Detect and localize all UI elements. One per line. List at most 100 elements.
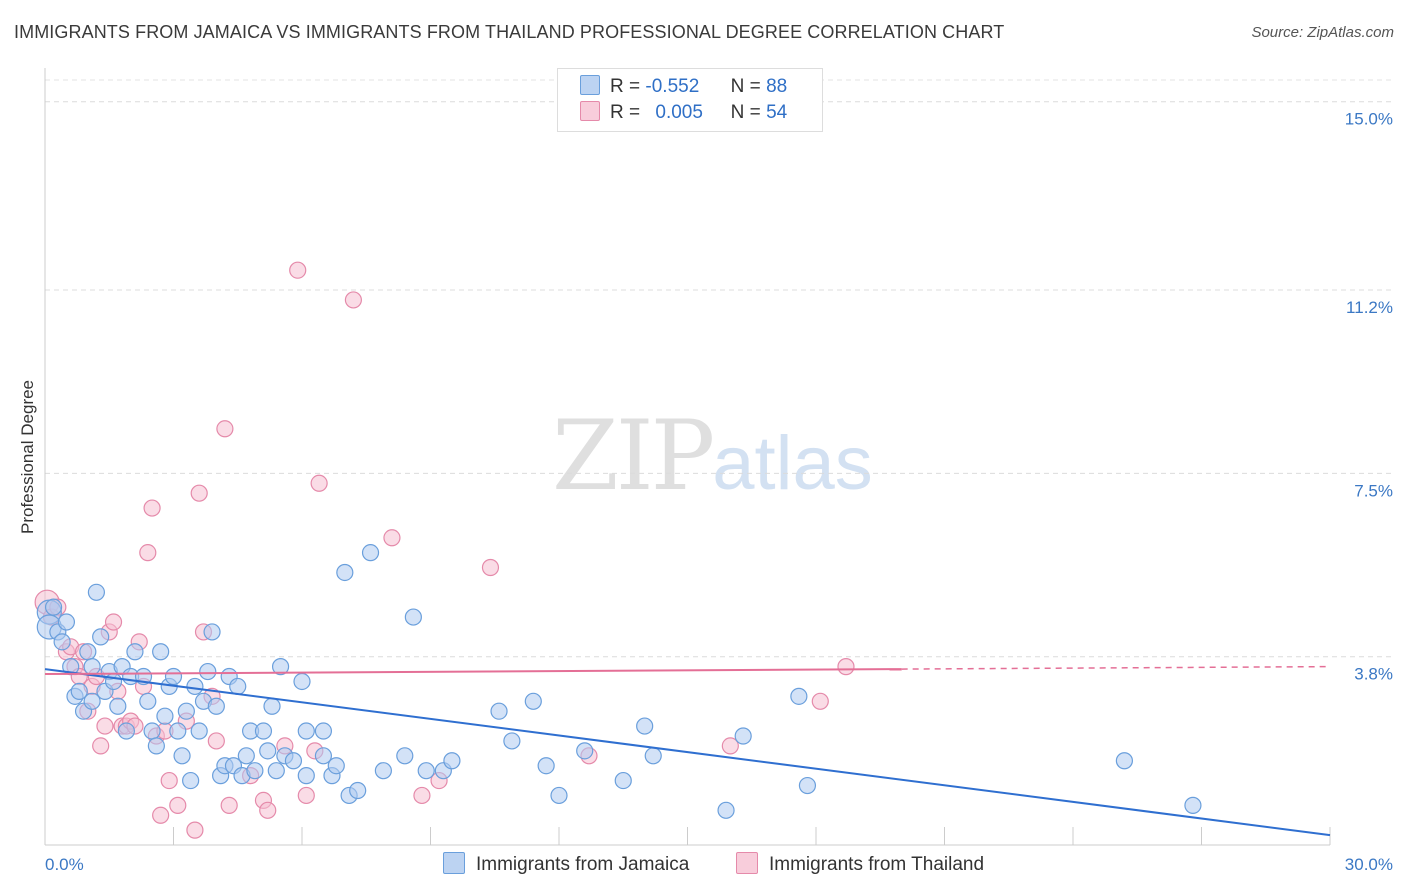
thailand-r-label: R = [610,102,641,123]
y-tick-label: 15.0% [1345,110,1393,129]
watermark-atlas: atlas [712,421,873,506]
source-attribution: Source: ZipAtlas.com [1251,24,1394,41]
jamaica-point [293,672,311,691]
jamaica-point [537,757,555,775]
thailand-point [481,558,500,577]
jamaica-point [336,563,354,582]
jamaica-point [314,747,333,765]
watermark: ZIPatlas [552,400,873,512]
thailand-n-value: 54 [766,102,788,123]
legend-jamaica-label: Immigrants from Jamaica [476,854,690,875]
axes [44,68,1331,846]
jamaica-trend-line [44,668,1331,837]
tick-labels: 3.8% 7.5% 11.2% 15.0% 0.0% 30.0% [45,110,1393,874]
legend-thailand-swatch [736,852,758,874]
jamaica-point [644,747,662,765]
jamaica-point [259,742,277,760]
thailand-r-value: 0.005 [655,102,703,123]
jamaica-n-value: 88 [766,76,788,97]
jamaica-point [503,732,521,750]
thailand-trend-line-extension [901,665,1331,670]
jamaica-point [614,771,632,790]
jamaica-point [550,786,568,805]
jamaica-point [443,752,461,770]
jamaica-point [246,762,264,780]
stats-row-jamaica: R = -0.552 N = 88 [580,75,787,101]
jamaica-point [1184,796,1202,814]
y-tick-label: 11.2% [1346,298,1393,317]
thailand-point [289,261,307,279]
jamaica-r-label: R = [610,76,641,97]
jamaica-point [229,677,247,696]
jamaica-point [139,692,157,710]
jamaica-r-value: -0.552 [645,76,700,97]
thailand-point [160,771,178,790]
jamaica-point [327,757,345,775]
chart-title: IMMIGRANTS FROM JAMAICA VS IMMIGRANTS FR… [14,22,1005,42]
jamaica-point [190,722,208,740]
jamaica-point [117,722,135,740]
jamaica-point [182,771,200,790]
thailand-point [220,796,238,814]
jamaica-point [490,702,508,720]
jamaica-point [92,628,110,646]
legend-jamaica-swatch [443,852,465,874]
jamaica-point [524,692,542,710]
thailand-point [310,474,328,492]
jamaica-point [147,737,165,755]
jamaica-point [79,643,97,661]
thailand-point [216,420,234,438]
jamaica-point [417,762,435,780]
jamaica-point [267,762,285,780]
jamaica-point [70,682,88,700]
thailand-trend-line [44,668,902,676]
jamaica-point [576,742,594,760]
jamaica-point [1115,752,1134,770]
thailand-n-label: N = [730,102,761,123]
jamaica-point [169,722,187,740]
jamaica-point [314,722,333,740]
thailand-point [169,796,187,814]
jamaica-point [636,717,654,735]
y-tick-label: 7.5% [1354,481,1393,500]
jamaica-point [109,697,127,715]
y-tick-label: 3.8% [1354,665,1393,684]
jamaica-point [798,776,817,795]
thailand-point [721,737,739,755]
jamaica-swatch [580,75,600,95]
jamaica-point [404,608,422,626]
legend-item-thailand: Immigrants from Thailand [736,852,984,876]
thailand-point [96,717,114,735]
thailand-point [811,692,829,710]
jamaica-point [284,752,303,770]
thailand-point [837,658,855,676]
stats-row-thailand: R = 0.005 N = 54 [580,101,787,127]
jamaica-point [152,643,170,661]
jamaica-point [790,687,808,705]
jamaica-point [87,583,106,601]
jamaica-point [186,677,204,696]
jamaica-point [83,658,101,676]
thailand-swatch [580,101,600,121]
jamaica-point [717,801,735,819]
thailand-point [186,821,204,839]
watermark-zip: ZIP [552,400,715,512]
jamaica-point [207,697,225,715]
x-tick-label: 30.0% [1345,855,1393,874]
jamaica-point [199,662,217,681]
jamaica-point [254,722,273,740]
jamaica-point [361,544,380,562]
jamaica-point [83,692,101,710]
jamaica-point [297,767,315,785]
jamaica-point [734,727,752,745]
jamaica-point [156,707,174,725]
jamaica-point [104,672,123,691]
jamaica-point [173,747,191,765]
jamaica-point [297,722,315,740]
series-jamaica-points [36,544,1202,819]
thailand-point [92,737,110,755]
x-tick-label: 0.0% [45,855,84,874]
trend-lines [44,665,1331,837]
thailand-point [207,732,225,750]
grid-lines [45,79,1395,658]
